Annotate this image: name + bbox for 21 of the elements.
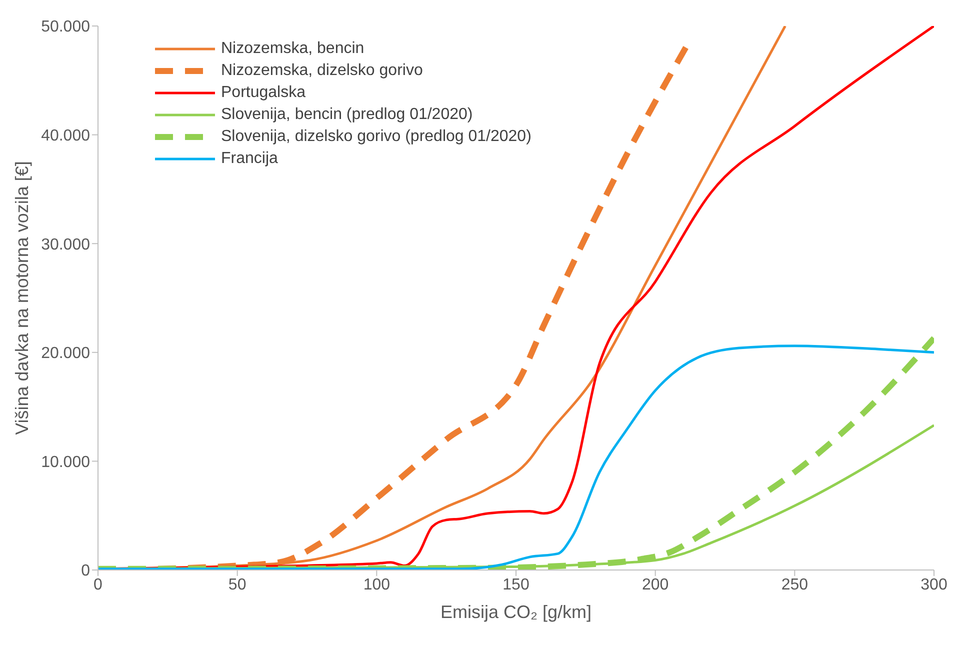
- x-tick-label: 250: [781, 576, 808, 594]
- legend-label: Slovenija, dizelsko gorivo (predlog 01/2020): [221, 128, 532, 146]
- x-tick-label: 150: [502, 576, 530, 594]
- legend-label: Slovenija, bencin (predlog 01/2020): [221, 106, 473, 124]
- x-tick-label: 100: [363, 576, 390, 594]
- y-tick-label: 20.000: [41, 345, 90, 362]
- legend-label: Portugalska: [221, 84, 306, 102]
- y-axis-title: Višina davka na motorna vozila [€]: [12, 161, 32, 435]
- legend-label: Nizozemska, dizelsko gorivo: [221, 62, 423, 80]
- y-tick-label: 0: [81, 562, 90, 580]
- y-tick-label: 50.000: [41, 18, 90, 36]
- y-tick-label: 30.000: [41, 236, 90, 254]
- legend-label: Nizozemska, bencin: [221, 40, 364, 58]
- x-axis-title: Emisija CO₂ [g/km]: [440, 602, 592, 622]
- legend-label: Francija: [221, 150, 278, 168]
- y-tick-label: 10.000: [41, 454, 90, 471]
- x-tick-label: 0: [94, 576, 103, 594]
- x-tick-label: 300: [920, 576, 948, 594]
- x-tick-label: 50: [228, 576, 246, 594]
- y-tick-label: 40.000: [41, 127, 90, 144]
- x-tick-label: 200: [642, 576, 669, 594]
